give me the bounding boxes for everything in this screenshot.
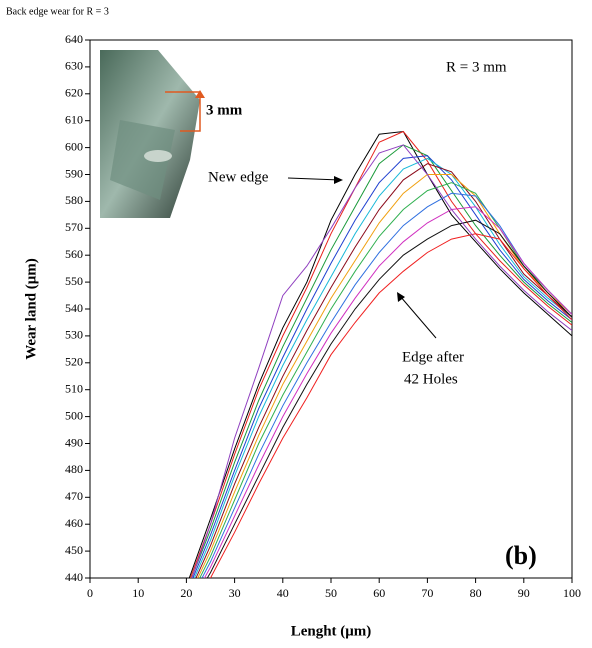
y-tick-label: 540 <box>65 301 83 315</box>
x-tick-label: 70 <box>421 586 433 600</box>
series-line <box>191 144 572 578</box>
series-line <box>206 219 572 578</box>
y-tick-label: 590 <box>65 166 83 180</box>
y-tick-label: 520 <box>65 355 83 369</box>
arrow-head <box>334 176 343 184</box>
x-tick-label: 50 <box>325 586 337 600</box>
series-line <box>209 233 572 578</box>
y-tick-label: 530 <box>65 328 83 342</box>
annotation: Edge after <box>402 349 464 365</box>
y-tick-label: 560 <box>65 247 83 261</box>
y-tick-label: 460 <box>65 516 83 530</box>
inset-image <box>100 50 205 218</box>
y-tick-label: 620 <box>65 86 83 100</box>
x-tick-label: 100 <box>563 586 581 600</box>
arrow <box>287 177 341 181</box>
y-tick-label: 470 <box>65 489 83 503</box>
y-tick-label: 450 <box>65 543 83 557</box>
arrow-head <box>397 292 405 302</box>
y-tick-label: 580 <box>65 193 83 207</box>
x-tick-label: 60 <box>373 586 385 600</box>
y-tick-label: 500 <box>65 408 83 422</box>
chart-title: Back edge wear for R = 3 <box>6 6 109 17</box>
y-tick-label: 510 <box>65 381 83 395</box>
y-axis-label: Wear land (μm) <box>23 258 39 360</box>
lines <box>188 130 572 578</box>
annotation: 42 Holes <box>404 371 458 387</box>
annotation: R = 3 mm <box>446 59 507 75</box>
x-tick-label: 90 <box>518 586 530 600</box>
x-tick-label: 0 <box>87 586 93 600</box>
series-line <box>188 130 572 578</box>
y-tick-label: 630 <box>65 59 83 73</box>
y-tick-label: 480 <box>65 462 83 476</box>
y-tick-label: 640 <box>65 32 83 46</box>
series-line <box>203 206 572 578</box>
series-line <box>199 182 572 578</box>
y-tick-label: 600 <box>65 139 83 153</box>
y-tick-label: 490 <box>65 435 83 449</box>
y-tick-label: 570 <box>65 220 83 234</box>
series-line <box>191 144 572 578</box>
series-line <box>193 157 572 578</box>
series-line <box>197 174 572 578</box>
series-line <box>195 163 572 578</box>
x-tick-label: 10 <box>132 586 144 600</box>
series-line <box>189 130 572 578</box>
y-tick-label: 610 <box>65 112 83 126</box>
x-tick-label: 20 <box>180 586 192 600</box>
arrow <box>399 295 437 339</box>
y-tick-label: 440 <box>65 570 83 584</box>
y-tick-label: 550 <box>65 274 83 288</box>
x-tick-label: 40 <box>277 586 289 600</box>
x-tick-label: 80 <box>470 586 482 600</box>
annotation: 3 mm <box>206 102 243 118</box>
series-line <box>192 155 572 578</box>
annotation: New edge <box>208 169 269 185</box>
x-axis-label: Lenght (μm) <box>291 623 372 639</box>
annotation: (b) <box>505 541 537 570</box>
x-tick-label: 30 <box>229 586 241 600</box>
series-line <box>201 192 572 578</box>
